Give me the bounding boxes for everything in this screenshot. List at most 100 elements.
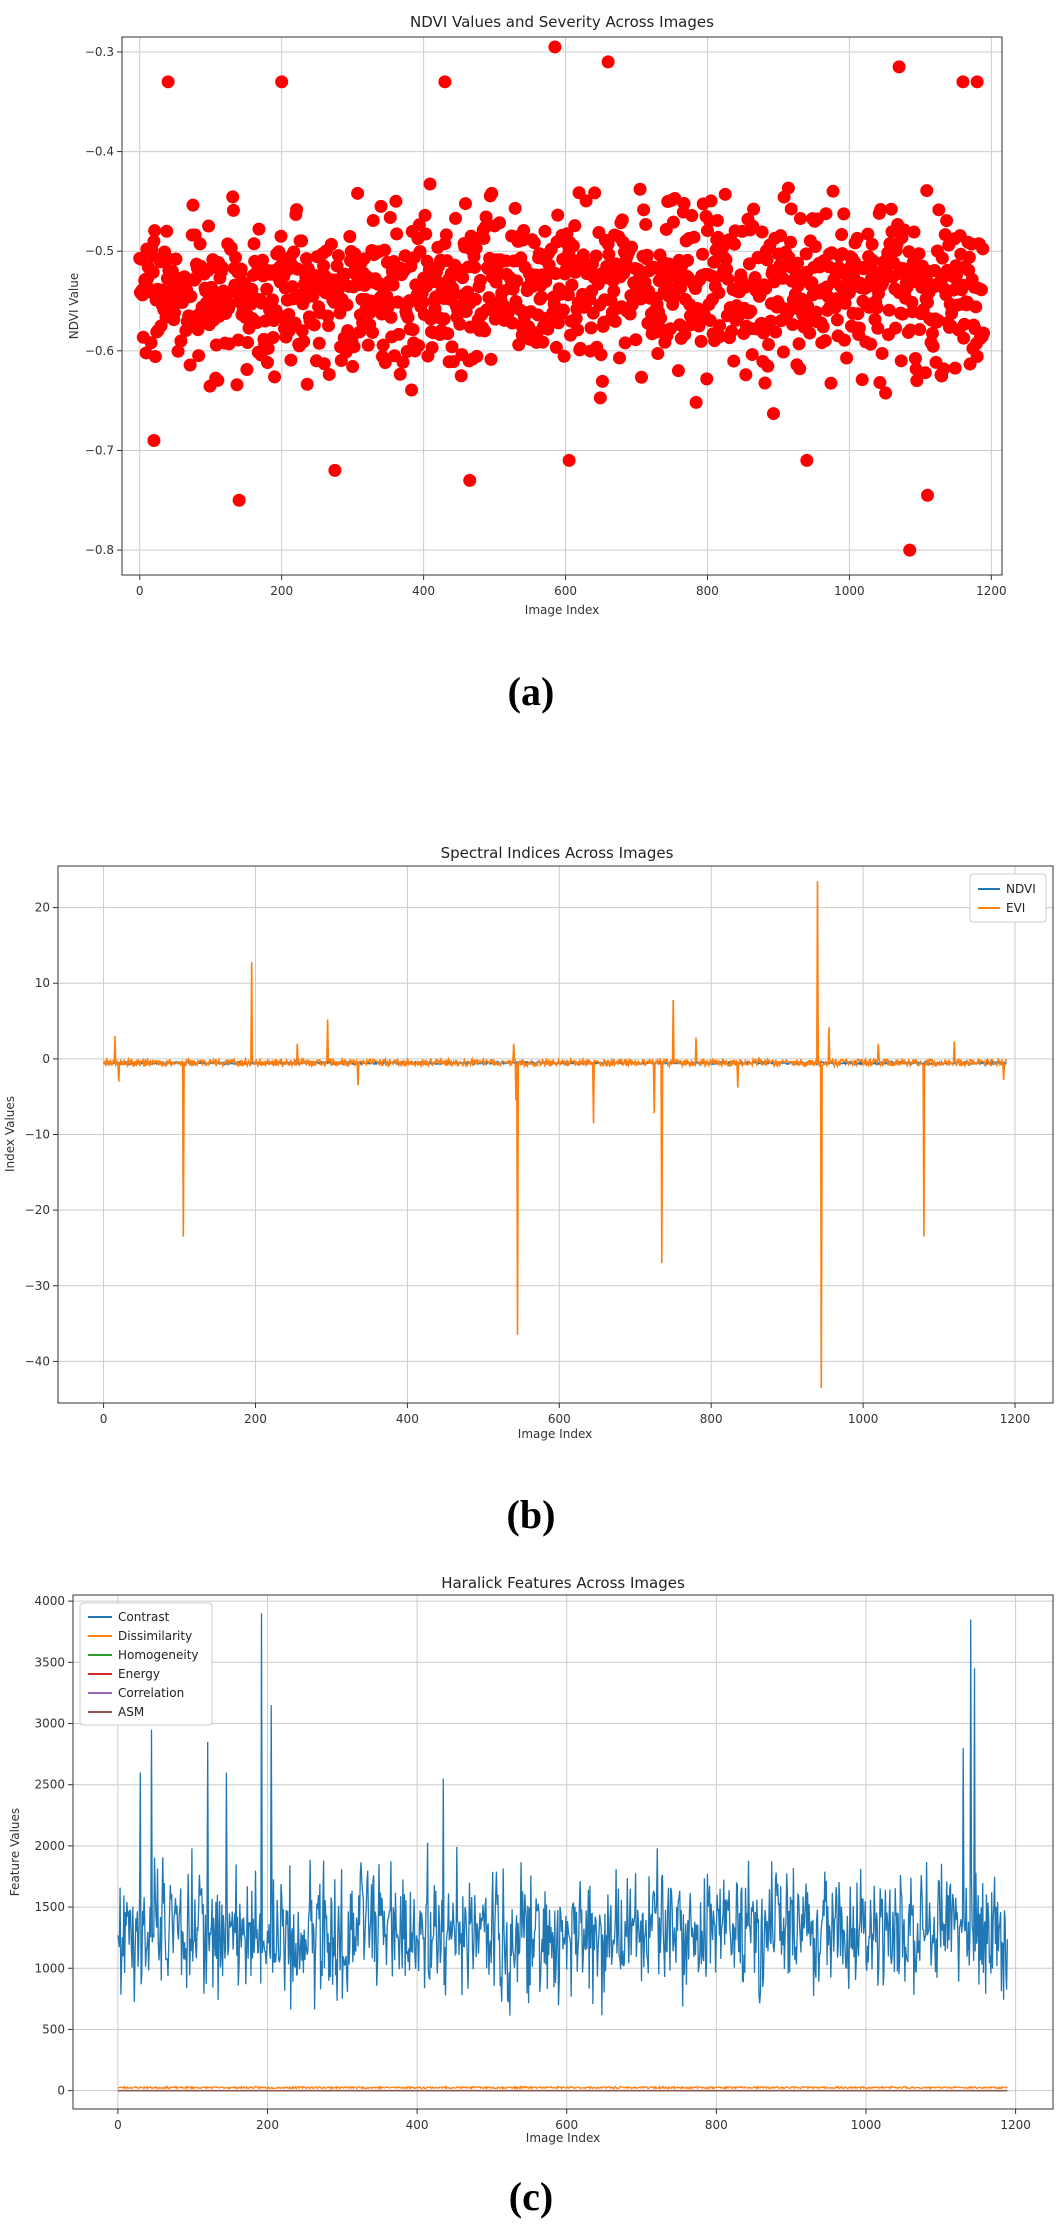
scatter-point [161, 75, 175, 89]
scatter-point [343, 230, 357, 244]
scatter-point [755, 225, 769, 239]
scatter-point [612, 351, 626, 365]
scatter-point [808, 240, 822, 254]
scatter-point [720, 262, 734, 276]
y-tick-label: −0.6 [85, 344, 114, 358]
scatter-point [557, 349, 571, 363]
scatter-point [818, 334, 832, 348]
scatter-point [805, 276, 819, 290]
scatter-point [376, 338, 390, 352]
x-tick-label: 600 [548, 1412, 571, 1426]
scatter-point [956, 75, 970, 89]
chart-c-frame [72, 1594, 1054, 2110]
scatter-point [705, 269, 719, 283]
scatter-point [689, 395, 703, 409]
scatter-point [232, 493, 246, 507]
scatter-point [896, 307, 910, 321]
scatter-point [851, 307, 865, 321]
legend-box [79, 1602, 213, 1726]
scatter-point [468, 260, 482, 274]
scatter-point [423, 177, 437, 191]
scatter-point [339, 267, 353, 281]
scatter-point [275, 75, 289, 89]
scatter-point [970, 75, 984, 89]
scatter-point [875, 346, 889, 360]
scatter-point [419, 227, 433, 241]
scatter-point [932, 203, 946, 217]
scatter-point [871, 321, 885, 335]
scatter-point [160, 224, 174, 238]
scatter-point [484, 352, 498, 366]
y-tick-label: 10 [35, 976, 50, 990]
scatter-point [607, 284, 621, 298]
scatter-point [384, 310, 398, 324]
y-tick-label: 3000 [34, 1717, 65, 1731]
scatter-point [458, 197, 472, 211]
y-tick-label: 1500 [34, 1900, 65, 1914]
x-tick-label: 200 [270, 584, 293, 598]
scatter-point [637, 203, 651, 217]
scatter-point [791, 256, 805, 270]
scatter-point [169, 252, 183, 266]
scatter-point [970, 349, 984, 363]
scatter-point [769, 325, 783, 339]
y-tick-label: −10 [25, 1128, 50, 1142]
x-tick-label: 600 [554, 584, 577, 598]
scatter-point [260, 282, 274, 296]
scatter-point [842, 286, 856, 300]
scatter-point [418, 208, 432, 222]
scatter-point [383, 211, 397, 225]
scatter-point [454, 369, 468, 383]
scatter-point [445, 340, 459, 354]
scatter-point [969, 300, 983, 314]
scatter-point [685, 209, 699, 223]
scatter-point [568, 219, 582, 233]
scatter-point [920, 184, 934, 198]
scatter-point [265, 293, 279, 307]
scatter-point [793, 212, 807, 226]
scatter-point [601, 55, 615, 69]
scatter-point [725, 324, 739, 338]
scatter-point [392, 327, 406, 341]
scatter-point [240, 363, 254, 377]
scatter-point [439, 228, 453, 242]
scatter-point [211, 373, 225, 387]
scatter-point [738, 280, 752, 294]
y-tick-label: 20 [35, 901, 50, 915]
scatter-point [618, 336, 632, 350]
scatter-point [510, 274, 524, 288]
scatter-point [470, 349, 484, 363]
scatter-point [608, 314, 622, 328]
x-tick-label: 1200 [1000, 1412, 1031, 1426]
scatter-point [784, 235, 798, 249]
scatter-point [453, 317, 467, 331]
scatter-point [908, 352, 922, 366]
scatter-point [193, 237, 207, 251]
chart-b-xlabel: Image Index [518, 1427, 592, 1441]
scatter-point [976, 242, 990, 256]
scatter-point [438, 75, 452, 89]
scatter-point [340, 298, 354, 312]
scatter-point [184, 289, 198, 303]
scatter-point [266, 330, 280, 344]
scatter-point [274, 229, 288, 243]
scatter-point [226, 203, 240, 217]
chart-b-yticks: 20 10 0 −10 −20 −30 −40 [25, 901, 58, 1368]
scatter-point [295, 324, 309, 338]
scatter-point [312, 336, 326, 350]
x-tick-label: 800 [705, 2118, 728, 2132]
scatter-point [774, 229, 788, 243]
scatter-point [512, 338, 526, 352]
scatter-point [884, 202, 898, 216]
scatter-point [517, 223, 531, 237]
scatter-point [386, 278, 400, 292]
chart-a-title: NDVI Values and Severity Across Images [410, 13, 714, 31]
chart-c-lines [117, 1613, 1009, 2092]
chart-a-yticks: −0.3 −0.4 −0.5 −0.6 −0.7 −0.8 [85, 45, 122, 557]
scatter-point [937, 362, 951, 376]
scatter-point [766, 407, 780, 421]
scatter-point [148, 350, 162, 364]
scatter-point [935, 251, 949, 265]
scatter-point [300, 252, 314, 266]
scatter-point [819, 207, 833, 221]
